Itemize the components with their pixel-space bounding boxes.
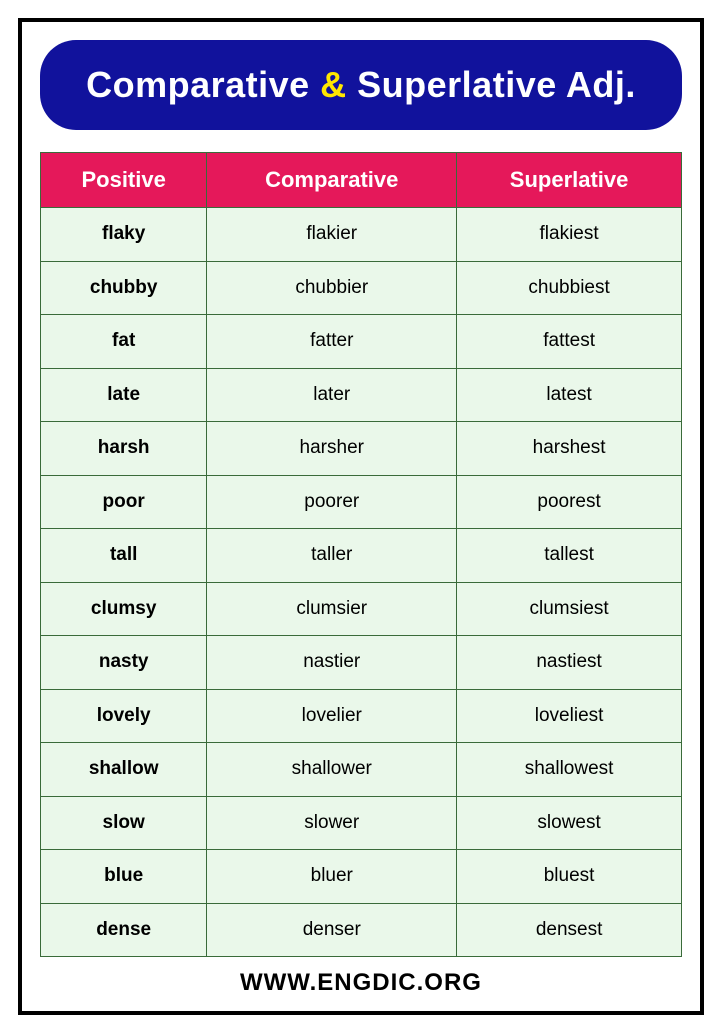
cell-superlative: flakiest — [457, 208, 682, 262]
cell-superlative: loveliest — [457, 689, 682, 743]
table-row: slowslowerslowest — [41, 796, 682, 850]
cell-positive: lovely — [41, 689, 207, 743]
table-row: flakyflakierflakiest — [41, 208, 682, 262]
table-row: nastynastiernastiest — [41, 636, 682, 690]
cell-comparative: lovelier — [207, 689, 457, 743]
cell-positive: poor — [41, 475, 207, 529]
cell-comparative: clumsier — [207, 582, 457, 636]
cell-positive: flaky — [41, 208, 207, 262]
table-row: chubbychubbierchubbiest — [41, 261, 682, 315]
cell-superlative: chubbiest — [457, 261, 682, 315]
cell-comparative: harsher — [207, 422, 457, 476]
cell-superlative: poorest — [457, 475, 682, 529]
cell-superlative: harshest — [457, 422, 682, 476]
cell-comparative: denser — [207, 903, 457, 957]
page-frame: Comparative & Superlative Adj. Positive … — [18, 18, 704, 1015]
cell-comparative: shallower — [207, 743, 457, 797]
cell-superlative: bluest — [457, 850, 682, 904]
table-row: fatfatterfattest — [41, 315, 682, 369]
cell-comparative: fatter — [207, 315, 457, 369]
adjectives-table: Positive Comparative Superlative flakyfl… — [40, 152, 682, 957]
cell-superlative: fattest — [457, 315, 682, 369]
cell-superlative: tallest — [457, 529, 682, 583]
cell-positive: clumsy — [41, 582, 207, 636]
cell-superlative: latest — [457, 368, 682, 422]
table-body: flakyflakierflakiestchubbychubbierchubbi… — [41, 208, 682, 957]
cell-positive: harsh — [41, 422, 207, 476]
cell-superlative: shallowest — [457, 743, 682, 797]
cell-positive: late — [41, 368, 207, 422]
cell-superlative: densest — [457, 903, 682, 957]
table-row: harshharsherharshest — [41, 422, 682, 476]
cell-comparative: flakier — [207, 208, 457, 262]
table-header-row: Positive Comparative Superlative — [41, 153, 682, 208]
cell-comparative: poorer — [207, 475, 457, 529]
cell-positive: slow — [41, 796, 207, 850]
col-positive: Positive — [41, 153, 207, 208]
cell-comparative: nastier — [207, 636, 457, 690]
col-superlative: Superlative — [457, 153, 682, 208]
cell-positive: chubby — [41, 261, 207, 315]
col-comparative: Comparative — [207, 153, 457, 208]
title-part2: Superlative Adj. — [347, 64, 636, 105]
cell-comparative: chubbier — [207, 261, 457, 315]
footer-url: WWW.ENGDIC.ORG — [40, 957, 682, 1001]
table-row: shallowshallowershallowest — [41, 743, 682, 797]
table-row: lovelylovelierloveliest — [41, 689, 682, 743]
table-row: latelaterlatest — [41, 368, 682, 422]
cell-positive: blue — [41, 850, 207, 904]
cell-comparative: slower — [207, 796, 457, 850]
table-row: densedenserdensest — [41, 903, 682, 957]
table-row: bluebluerbluest — [41, 850, 682, 904]
cell-positive: fat — [41, 315, 207, 369]
cell-superlative: nastiest — [457, 636, 682, 690]
cell-comparative: later — [207, 368, 457, 422]
table-row: poorpoorerpoorest — [41, 475, 682, 529]
cell-positive: tall — [41, 529, 207, 583]
cell-superlative: clumsiest — [457, 582, 682, 636]
title-part1: Comparative — [86, 64, 320, 105]
cell-comparative: taller — [207, 529, 457, 583]
cell-positive: nasty — [41, 636, 207, 690]
title-ampersand: & — [320, 64, 347, 105]
title-banner: Comparative & Superlative Adj. — [40, 40, 682, 130]
cell-positive: shallow — [41, 743, 207, 797]
table-row: talltallertallest — [41, 529, 682, 583]
cell-comparative: bluer — [207, 850, 457, 904]
cell-superlative: slowest — [457, 796, 682, 850]
cell-positive: dense — [41, 903, 207, 957]
table-row: clumsyclumsierclumsiest — [41, 582, 682, 636]
